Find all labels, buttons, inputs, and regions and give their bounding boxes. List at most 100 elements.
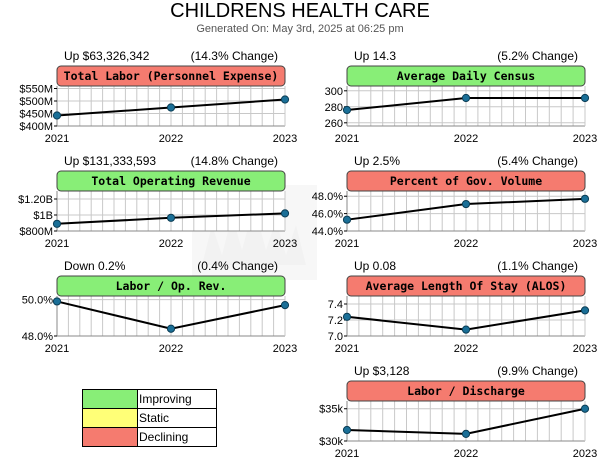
y-tick-label: 280: [325, 102, 343, 114]
data-point: [166, 103, 176, 112]
delta-text: Down 0.2%: [64, 259, 126, 273]
data-point: [280, 95, 290, 104]
legend-label-improving: Improving: [137, 389, 217, 409]
x-tick-label: 2022: [159, 343, 183, 355]
y-tick-label: $550M: [19, 84, 53, 96]
data-point: [580, 404, 590, 413]
change-text: (0.4% Change): [197, 259, 278, 273]
delta-text: Up $63,326,342: [64, 49, 150, 63]
chart-panel-1: Up $63,326,342 (14.3% Change) Total Labor …: [19, 49, 297, 145]
chart-title: Labor / Discharge: [407, 384, 525, 398]
data-point: [166, 324, 176, 333]
y-tick-label: 7.0: [328, 331, 343, 343]
y-tick-label: $400M: [19, 121, 53, 133]
x-tick-label: 2021: [45, 238, 69, 250]
chart-title: Average Length Of Stay (ALOS): [366, 279, 567, 293]
chart-title-band: [346, 275, 586, 297]
y-tick-label: $500M: [19, 96, 53, 108]
data-point: [580, 194, 590, 203]
chart-title-band: [56, 275, 286, 297]
data-point: [52, 297, 62, 306]
data-point: [461, 429, 471, 439]
data-point: [342, 425, 352, 435]
delta-text: Up $3,128: [354, 364, 410, 378]
chart-title: Labor / Op. Rev.: [116, 279, 227, 293]
data-point: [461, 199, 471, 209]
x-tick-label: 2021: [335, 448, 359, 460]
x-tick-label: 2023: [573, 448, 597, 460]
chart-panel-4: Up 2.5% (5.4% Change) Percent of Gov. Volu…: [312, 154, 597, 250]
y-tick-label: 48.0%: [22, 331, 53, 343]
x-tick-label: 2022: [454, 343, 478, 355]
y-tick-label: $1B: [33, 210, 53, 222]
data-point: [461, 325, 471, 334]
delta-text: Up 14.3: [354, 49, 396, 63]
generated-timestamp: Generated On: May 3rd, 2025 at 06:25 pm: [196, 23, 404, 35]
data-point: [342, 312, 352, 321]
change-text: (5.4% Change): [497, 154, 578, 168]
change-text: (14.3% Change): [191, 49, 278, 63]
x-tick-label: 2023: [573, 343, 597, 355]
chart-panel-5: Down 0.2% (0.4% Change) Labor / Op. Rev. 48…: [22, 259, 297, 355]
y-tick-label: 44.0%: [312, 226, 343, 238]
change-text: (9.9% Change): [497, 364, 578, 378]
data-point: [342, 215, 352, 224]
chart-title: Percent of Gov. Volume: [390, 174, 542, 188]
chart-title-band: [346, 170, 586, 192]
data-point: [461, 93, 471, 103]
y-tick-label: 300: [325, 86, 343, 98]
chart-title-band: [346, 380, 586, 402]
page-title: CHILDRENS HEALTH CARE: [170, 0, 430, 22]
change-text: (5.2% Change): [497, 49, 578, 63]
data-point: [52, 111, 62, 120]
y-tick-label: 7.2: [328, 315, 343, 327]
y-tick-label: 50.0%: [22, 295, 53, 307]
data-point: [280, 209, 290, 218]
x-tick-label: 2021: [335, 238, 359, 250]
chart-panel-2: Up 14.3 (5.2% Change) Average Daily Census…: [325, 49, 598, 145]
x-tick-label: 2022: [454, 133, 478, 145]
legend-swatch-declining: [82, 427, 138, 447]
data-point: [580, 306, 590, 315]
x-tick-label: 2023: [273, 238, 297, 250]
chart-panel-7: Up $3,128 (9.9% Change) Labor / Discharge $…: [319, 364, 597, 460]
legend-swatch-improving: [82, 389, 138, 409]
delta-text: Up 0.08: [354, 259, 396, 273]
x-tick-label: 2023: [273, 133, 297, 145]
change-text: (1.1% Change): [497, 259, 578, 273]
x-tick-label: 2022: [159, 238, 183, 250]
x-tick-label: 2021: [45, 343, 69, 355]
chart-panel-6: Up 0.08 (1.1% Change) Average Length Of St…: [328, 259, 598, 355]
chart-panel-3: Up $131,333,593 (14.8% Change) Total Opera…: [18, 154, 297, 250]
y-tick-label: 260: [325, 118, 343, 130]
x-tick-label: 2021: [45, 133, 69, 145]
legend-swatch-static: [82, 408, 138, 428]
y-tick-label: 7.4: [328, 299, 343, 311]
data-point: [342, 105, 352, 115]
chart-title: Average Daily Census: [397, 69, 535, 83]
chart-title: Total Operating Revenue: [91, 174, 250, 188]
x-tick-label: 2023: [573, 238, 597, 250]
legend-item-static: Static: [82, 408, 217, 428]
y-tick-label: $800M: [19, 226, 53, 238]
data-point: [52, 219, 62, 228]
x-tick-label: 2023: [573, 133, 597, 145]
y-tick-label: $30k: [319, 436, 343, 448]
y-tick-label: $1.20B: [18, 194, 53, 206]
data-point: [280, 300, 290, 310]
delta-text: Up 2.5%: [354, 154, 400, 168]
chart-title-band: [56, 170, 286, 192]
change-text: (14.8% Change): [191, 154, 278, 168]
x-tick-label: 2021: [335, 343, 359, 355]
y-tick-label: $450M: [19, 109, 53, 121]
legend-label-static: Static: [137, 408, 217, 428]
data-point: [166, 213, 176, 222]
chart-title-band: [56, 65, 286, 87]
x-tick-label: 2022: [159, 133, 183, 145]
x-tick-label: 2022: [454, 448, 478, 460]
y-tick-label: 48.0%: [312, 191, 343, 203]
data-point: [580, 93, 590, 103]
chart-title: Total Labor (Personnel Expense): [64, 69, 279, 83]
y-tick-label: 46.0%: [312, 209, 343, 221]
legend: Improving Static Declining: [82, 389, 217, 447]
